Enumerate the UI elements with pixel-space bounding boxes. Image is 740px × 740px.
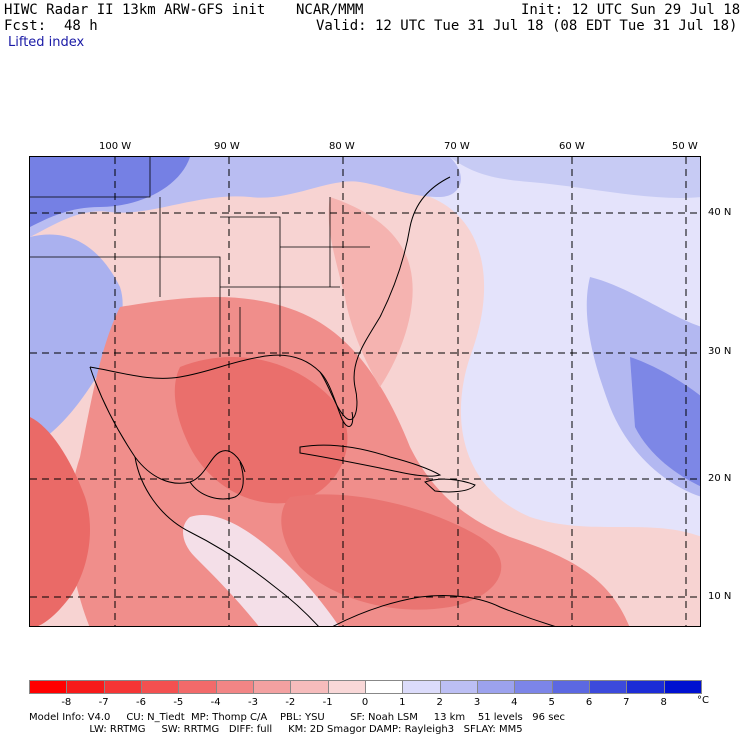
- colorbar-tick-label: -6: [136, 697, 146, 708]
- northeast-stable-core: [450, 157, 700, 199]
- colorbar-swatch: [439, 680, 478, 694]
- colorbar-tick-label: 1: [399, 697, 406, 708]
- plot-title: HIWC Radar II 13km ARW-GFS init: [4, 2, 266, 18]
- colorbar-swatch: [551, 680, 590, 694]
- lat-label-10n: 10 N: [708, 591, 732, 602]
- colorbar-swatch: [103, 680, 142, 694]
- field-name: Lifted index: [8, 35, 85, 50]
- colorbar-tick-label: 5: [548, 697, 555, 708]
- colorbar-tick-label: -1: [322, 697, 333, 708]
- colorbar-swatch: [66, 680, 105, 694]
- state-border: [220, 216, 281, 307]
- caribbean-unstable-core: [281, 494, 502, 610]
- lon-label-60w: 60 W: [559, 141, 585, 152]
- colorbar-swatch: [29, 680, 68, 694]
- colorbar-tick-label: 7: [623, 697, 630, 708]
- colorbar-tick-label: 4: [511, 697, 518, 708]
- init-time: Init: 12 UTC Sun 29 Jul 18: [521, 2, 740, 18]
- central-america-stable: [183, 515, 339, 626]
- colorbar-swatch: [365, 680, 404, 694]
- valid-time: Valid: 12 UTC Tue 31 Jul 18 (08 EDT Tue …: [316, 18, 738, 34]
- lat-lon-grid: [30, 157, 700, 626]
- colorbar-swatch: [663, 680, 702, 694]
- colorbar-swatch: [402, 680, 441, 694]
- mexico-gulf-coast: [89, 366, 246, 484]
- cuba-outline: [299, 444, 442, 477]
- lon-label-70w: 70 W: [444, 141, 470, 152]
- colorbar-tick-label: 0: [361, 697, 369, 708]
- colorbar-tick-label: 6: [585, 697, 593, 708]
- lat-label-20n: 20 N: [708, 473, 732, 484]
- lon-label-80w: 80 W: [329, 141, 355, 152]
- central-america-coast: [134, 456, 319, 626]
- us-gulf-coast: [89, 176, 451, 420]
- map-panel[interactable]: [29, 156, 701, 627]
- colorbar-tick-label: -7: [98, 697, 109, 708]
- forecast-label: Fcst:: [4, 18, 47, 34]
- atlantic-strong-stable: [630, 357, 700, 487]
- colorbar-tick-label: -2: [285, 697, 296, 708]
- lon-label-90w: 90 W: [214, 141, 240, 152]
- lon-label-100w: 100 W: [99, 141, 132, 152]
- coastlines: [89, 176, 556, 626]
- plains-stable-region: [30, 234, 123, 447]
- colorbar-swatch: [514, 680, 553, 694]
- lifted-index-map: [30, 157, 700, 626]
- florida-coast: [319, 371, 354, 427]
- lat-label-30n: 30 N: [708, 346, 732, 357]
- colorbar-swatch: [290, 680, 329, 694]
- colorbar-tick-label: 2: [436, 697, 443, 708]
- state-borders: [30, 157, 370, 357]
- yucatan-coast: [189, 461, 244, 500]
- pacific-unstable-core: [30, 417, 90, 626]
- lon-label-50w: 50 W: [672, 141, 698, 152]
- colorbar-swatch: [477, 680, 516, 694]
- southeast-coast-region: [328, 197, 413, 387]
- colorbar-swatch: [178, 680, 217, 694]
- lat-label-40n: 40 N: [708, 207, 732, 218]
- model-info-line-1: Model Info: V4.0 CU: N_Tiedt MP: Thomp C…: [29, 712, 566, 723]
- organization-label: NCAR/MMM: [296, 2, 364, 18]
- colorbar-swatch: [215, 680, 254, 694]
- colorbar-swatch: [327, 680, 366, 694]
- forecast-hour: 48 h: [64, 18, 98, 34]
- colorbar-tick-label: -8: [61, 697, 72, 708]
- colorbar-tick-label: -4: [210, 697, 221, 708]
- colorbar-tick-label: -5: [173, 697, 184, 708]
- model-info-line-2: LW: RRTMG SW: RRTMG DIFF: full KM: 2D Sm…: [29, 724, 523, 735]
- central-unstable-core: [174, 357, 348, 504]
- colorbar-swatch: [141, 680, 180, 694]
- colorbar-tick-label: -3: [248, 697, 258, 708]
- state-border: [30, 157, 151, 198]
- colorbar-swatch: [589, 680, 628, 694]
- colorbar-unit: °C: [697, 695, 709, 706]
- colorbar-swatch: [253, 680, 292, 694]
- state-border: [160, 256, 221, 357]
- colorbar-swatch: [626, 680, 665, 694]
- colorbar-tick-label: 3: [473, 697, 481, 708]
- colorbar-tick-label: 8: [660, 697, 667, 708]
- south-america-coast: [332, 595, 556, 626]
